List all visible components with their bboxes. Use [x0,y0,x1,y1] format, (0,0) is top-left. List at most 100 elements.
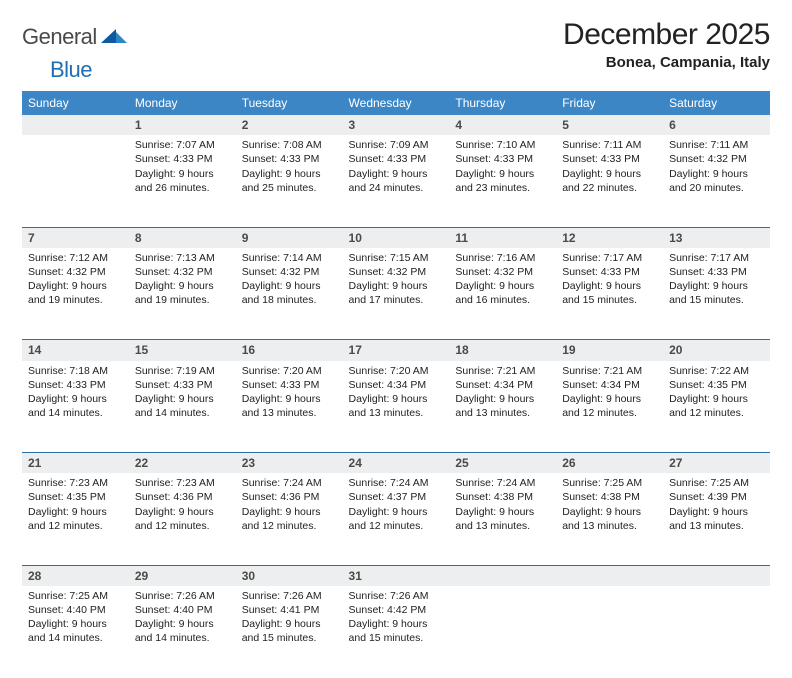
week-row: Sunrise: 7:18 AMSunset: 4:33 PMDaylight:… [22,361,770,453]
day-cell: Sunrise: 7:15 AMSunset: 4:32 PMDaylight:… [343,248,450,340]
daynum-row: 123456 [22,115,770,135]
daylight-line: Daylight: 9 hours and 12 minutes. [349,505,444,533]
sunrise-line: Sunrise: 7:26 AM [135,589,230,603]
day-cell: Sunrise: 7:26 AMSunset: 4:41 PMDaylight:… [236,586,343,678]
day-number: 25 [449,453,556,474]
day-number: 19 [556,340,663,361]
sunset-line: Sunset: 4:33 PM [135,152,230,166]
logo-text-blue: Blue [50,57,92,82]
daylight-line: Daylight: 9 hours and 17 minutes. [349,279,444,307]
sunset-line: Sunset: 4:33 PM [562,265,657,279]
day-number: 9 [236,227,343,248]
day-number: 13 [663,227,770,248]
daynum-row: 28293031 [22,565,770,586]
sunset-line: Sunset: 4:39 PM [669,490,764,504]
sunrise-line: Sunrise: 7:24 AM [242,476,337,490]
sunset-line: Sunset: 4:34 PM [455,378,550,392]
daylight-line: Daylight: 9 hours and 15 minutes. [562,279,657,307]
daylight-line: Daylight: 9 hours and 13 minutes. [455,505,550,533]
day-cell: Sunrise: 7:21 AMSunset: 4:34 PMDaylight:… [556,361,663,453]
sunset-line: Sunset: 4:36 PM [135,490,230,504]
daylight-line: Daylight: 9 hours and 20 minutes. [669,167,764,195]
sunrise-line: Sunrise: 7:24 AM [455,476,550,490]
day-cell [22,135,129,227]
daylight-line: Daylight: 9 hours and 26 minutes. [135,167,230,195]
day-cell: Sunrise: 7:12 AMSunset: 4:32 PMDaylight:… [22,248,129,340]
daylight-line: Daylight: 9 hours and 13 minutes. [669,505,764,533]
day-cell: Sunrise: 7:18 AMSunset: 4:33 PMDaylight:… [22,361,129,453]
day-cell: Sunrise: 7:08 AMSunset: 4:33 PMDaylight:… [236,135,343,227]
day-cell: Sunrise: 7:23 AMSunset: 4:35 PMDaylight:… [22,473,129,565]
sunrise-line: Sunrise: 7:09 AM [349,138,444,152]
week-row: Sunrise: 7:12 AMSunset: 4:32 PMDaylight:… [22,248,770,340]
day-number: 16 [236,340,343,361]
sunrise-line: Sunrise: 7:17 AM [562,251,657,265]
day-cell: Sunrise: 7:26 AMSunset: 4:42 PMDaylight:… [343,586,450,678]
sunrise-line: Sunrise: 7:23 AM [135,476,230,490]
sunset-line: Sunset: 4:32 PM [28,265,123,279]
day-cell: Sunrise: 7:07 AMSunset: 4:33 PMDaylight:… [129,135,236,227]
day-number: 23 [236,453,343,474]
sunrise-line: Sunrise: 7:22 AM [669,364,764,378]
daylight-line: Daylight: 9 hours and 13 minutes. [562,505,657,533]
sunset-line: Sunset: 4:32 PM [349,265,444,279]
sunrise-line: Sunrise: 7:23 AM [28,476,123,490]
sunset-line: Sunset: 4:33 PM [562,152,657,166]
daylight-line: Daylight: 9 hours and 18 minutes. [242,279,337,307]
daynum-row: 14151617181920 [22,340,770,361]
sunrise-line: Sunrise: 7:20 AM [349,364,444,378]
weekday-header: Sunday [22,91,129,115]
sunrise-line: Sunrise: 7:24 AM [349,476,444,490]
weekday-header: Thursday [449,91,556,115]
day-number: 29 [129,565,236,586]
daylight-line: Daylight: 9 hours and 23 minutes. [455,167,550,195]
week-row: Sunrise: 7:25 AM Sunset: 4:40 PM Daylight:… [22,586,770,678]
day-number: 8 [129,227,236,248]
sunset-line: Sunset: 4:33 PM [669,265,764,279]
daylight-line: Daylight: 9 hours and 12 minutes. [562,392,657,420]
sunrise-line: Sunrise: 7:21 AM [562,364,657,378]
day-cell: Sunrise: 7:19 AMSunset: 4:33 PMDaylight:… [129,361,236,453]
daylight-line: Daylight: 9 hours and 12 minutes. [135,505,230,533]
weekday-header: Monday [129,91,236,115]
day-cell: Sunrise: 7:16 AMSunset: 4:32 PMDaylight:… [449,248,556,340]
daylight-line: Daylight: 9 hours and 13 minutes. [349,392,444,420]
sunrise-line: Sunrise: 7:25 AM [28,589,123,603]
daylight-line: Daylight: 9 hours and 14 minutes. [28,392,123,420]
sunrise-line: Sunrise: 7:14 AM [242,251,337,265]
day-number [22,115,129,135]
daylight-line: Daylight: 9 hours and 14 minutes. [28,617,123,645]
day-cell: Sunrise: 7:20 AMSunset: 4:33 PMDaylight:… [236,361,343,453]
day-number: 14 [22,340,129,361]
weekday-header: Friday [556,91,663,115]
daylight-line: Daylight: 9 hours and 12 minutes. [28,505,123,533]
sunset-line: Sunset: 4:38 PM [562,490,657,504]
sunrise-line: Sunrise: 7:16 AM [455,251,550,265]
daylight-line: Daylight: 9 hours and 16 minutes. [455,279,550,307]
day-cell [449,586,556,678]
weekday-header: Wednesday [343,91,450,115]
day-cell: Sunrise: 7:24 AMSunset: 4:37 PMDaylight:… [343,473,450,565]
sunset-line: Sunset: 4:41 PM [242,603,337,617]
sunset-line: Sunset: 4:34 PM [562,378,657,392]
sunrise-line: Sunrise: 7:12 AM [28,251,123,265]
sunset-line: Sunset: 4:35 PM [28,490,123,504]
day-cell: Sunrise: 7:25 AMSunset: 4:38 PMDaylight:… [556,473,663,565]
sunrise-line: Sunrise: 7:25 AM [669,476,764,490]
day-number: 22 [129,453,236,474]
daylight-line: Daylight: 9 hours and 19 minutes. [28,279,123,307]
day-number: 5 [556,115,663,135]
sunset-line: Sunset: 4:33 PM [28,378,123,392]
day-cell: Sunrise: 7:13 AMSunset: 4:32 PMDaylight:… [129,248,236,340]
sunset-line: Sunset: 4:40 PM [135,603,230,617]
day-cell: Sunrise: 7:22 AMSunset: 4:35 PMDaylight:… [663,361,770,453]
day-number: 18 [449,340,556,361]
day-cell: Sunrise: 7:11 AMSunset: 4:33 PMDaylight:… [556,135,663,227]
sunset-line: Sunset: 4:32 PM [455,265,550,279]
sunrise-line: Sunrise: 7:26 AM [242,589,337,603]
day-cell: Sunrise: 7:24 AMSunset: 4:36 PMDaylight:… [236,473,343,565]
daylight-line: Daylight: 9 hours and 24 minutes. [349,167,444,195]
logo: General [22,18,129,50]
sunset-line: Sunset: 4:42 PM [349,603,444,617]
day-number: 27 [663,453,770,474]
